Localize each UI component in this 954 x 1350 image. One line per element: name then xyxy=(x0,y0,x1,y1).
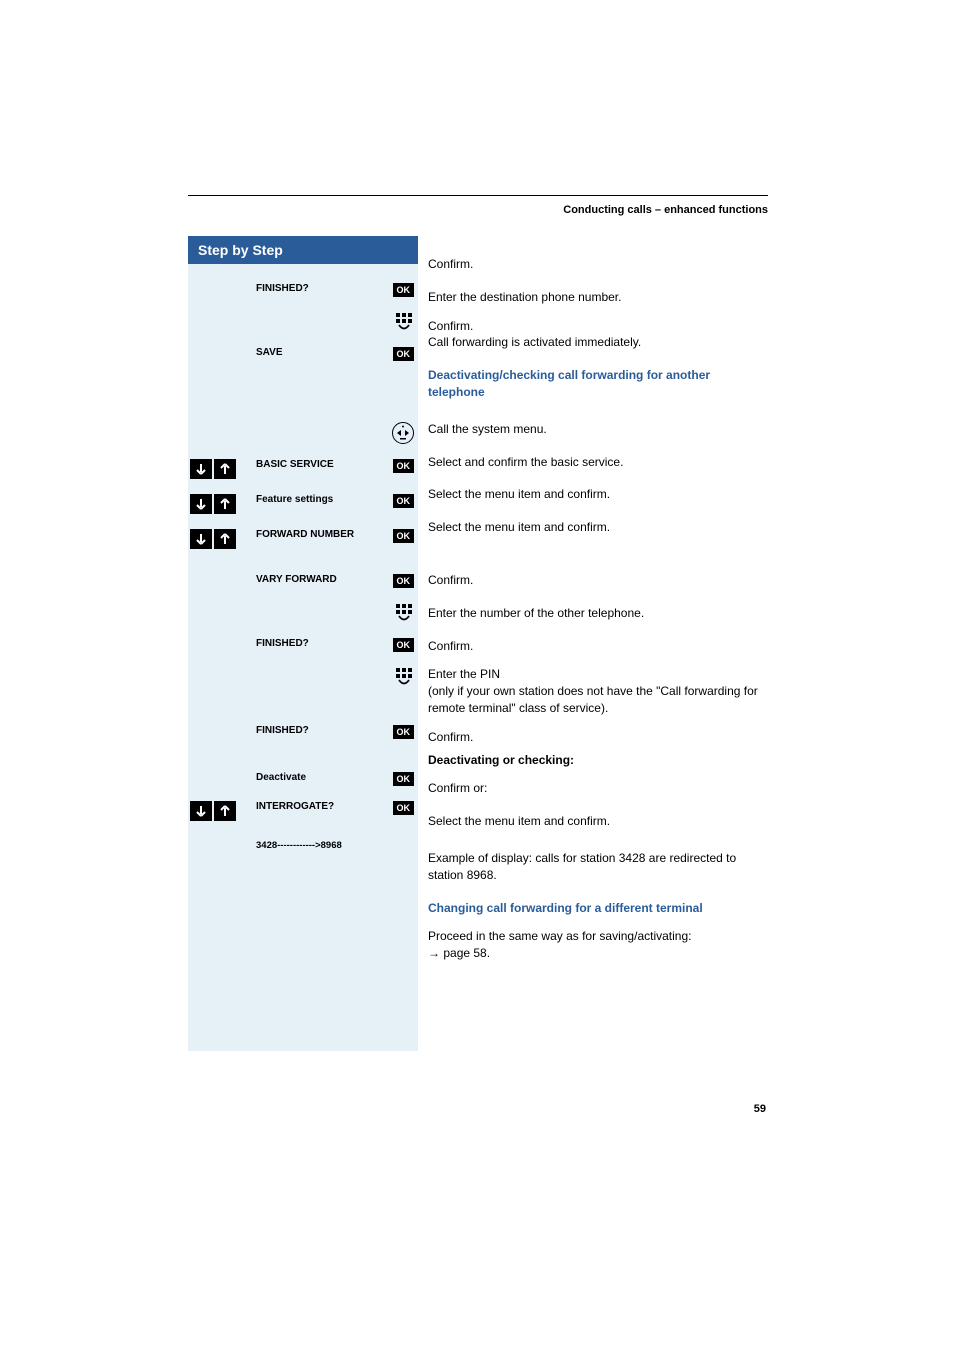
up-arrow-button[interactable] xyxy=(214,494,236,514)
page-number: 59 xyxy=(754,1103,766,1115)
step-by-step-header: Step by Step xyxy=(188,236,418,264)
desc-text: Confirm. xyxy=(428,256,768,273)
up-arrow-button[interactable] xyxy=(214,459,236,479)
keypad-icon xyxy=(394,312,414,332)
sub-section-title: Deactivating or checking: xyxy=(428,752,768,769)
finished-label: FINISHED? xyxy=(256,725,388,737)
page-link[interactable]: page 58. xyxy=(443,946,490,960)
two-column-layout: Step by Step FINISHED? OK xyxy=(188,236,768,1051)
step-row: FINISHED? OK xyxy=(188,722,418,739)
desc-text: Confirm. xyxy=(428,318,768,335)
forward-number-label: FORWARD NUMBER xyxy=(256,529,388,541)
desc-text: Select and confirm the basic service. xyxy=(428,454,768,471)
desc-text: Proceed in the same way as for saving/ac… xyxy=(428,928,768,962)
step-row: FORWARD NUMBER OK xyxy=(188,526,418,549)
down-arrow-button[interactable] xyxy=(190,529,212,549)
arrow-icon: → xyxy=(428,946,443,960)
down-arrow-button[interactable] xyxy=(190,494,212,514)
down-arrow-button[interactable] xyxy=(190,801,212,821)
step-row: Feature settings OK xyxy=(188,491,418,514)
step-row: 3428------------>8968 xyxy=(188,837,418,851)
ok-button[interactable]: OK xyxy=(393,459,415,473)
page-content: Conducting calls – enhanced functions St… xyxy=(188,195,768,1051)
finished-label: FINISHED? xyxy=(256,638,388,650)
desc-text: Call forwarding is activated immediately… xyxy=(428,334,768,351)
menu-icon xyxy=(392,422,414,444)
desc-text: Enter the destination phone number. xyxy=(428,289,768,306)
desc-text: Confirm. xyxy=(428,572,768,589)
step-row: INTERROGATE? OK xyxy=(188,798,418,821)
step-row: Deactivate OK xyxy=(188,769,418,786)
interrogate-label: INTERROGATE? xyxy=(256,801,388,813)
header-rule xyxy=(188,195,768,196)
ok-button[interactable]: OK xyxy=(393,283,415,297)
desc-text: Enter the PIN (only if your own station … xyxy=(428,666,768,716)
feature-settings-label: Feature settings xyxy=(256,494,388,506)
ok-button[interactable]: OK xyxy=(393,529,415,543)
ok-button[interactable]: OK xyxy=(393,725,415,739)
ok-button[interactable]: OK xyxy=(393,801,415,815)
desc-text: Call the system menu. xyxy=(428,421,768,438)
desc-text: Enter the number of the other telephone. xyxy=(428,605,768,622)
up-arrow-button[interactable] xyxy=(214,529,236,549)
ok-button[interactable]: OK xyxy=(393,574,415,588)
vary-forward-label: VARY FORWARD xyxy=(256,574,388,586)
desc-text: Example of display: calls for station 34… xyxy=(428,850,768,884)
description-column: Confirm. Enter the destination phone num… xyxy=(418,236,768,1051)
proceed-text: Proceed in the same way as for saving/ac… xyxy=(428,929,691,943)
section-title: Deactivating/checking call forwarding fo… xyxy=(428,367,768,401)
ok-button[interactable]: OK xyxy=(393,772,415,786)
basic-service-label: BASIC SERVICE xyxy=(256,459,388,471)
save-label: SAVE xyxy=(256,347,388,359)
deactivate-label: Deactivate xyxy=(256,772,388,784)
keypad-icon xyxy=(394,603,414,623)
desc-text: Confirm or: xyxy=(428,780,768,797)
header-text: Conducting calls – enhanced functions xyxy=(188,204,768,216)
desc-text: Select the menu item and confirm. xyxy=(428,486,768,503)
ok-button[interactable]: OK xyxy=(393,638,415,652)
step-row: SAVE OK xyxy=(188,344,418,361)
step-row: VARY FORWARD OK xyxy=(188,571,418,588)
step-column: Step by Step FINISHED? OK xyxy=(188,236,418,1051)
step-row xyxy=(188,419,418,444)
section-title: Changing call forwarding for a different… xyxy=(428,900,768,917)
ok-button[interactable]: OK xyxy=(393,494,415,508)
down-arrow-button[interactable] xyxy=(190,459,212,479)
step-row: BASIC SERVICE OK xyxy=(188,456,418,479)
up-arrow-button[interactable] xyxy=(214,801,236,821)
display-example-label: 3428------------>8968 xyxy=(256,840,388,851)
desc-text: Confirm. xyxy=(428,638,768,655)
step-row xyxy=(188,664,418,687)
finished-label: FINISHED? xyxy=(256,283,388,295)
step-row xyxy=(188,600,418,623)
desc-text: Confirm. xyxy=(428,729,768,746)
step-row: FINISHED? OK xyxy=(188,635,418,652)
ok-button[interactable]: OK xyxy=(393,347,415,361)
desc-text: Select the menu item and confirm. xyxy=(428,519,768,536)
step-row xyxy=(188,309,418,332)
desc-text: Select the menu item and confirm. xyxy=(428,813,768,830)
keypad-icon xyxy=(394,667,414,687)
step-row: FINISHED? OK xyxy=(188,280,418,297)
